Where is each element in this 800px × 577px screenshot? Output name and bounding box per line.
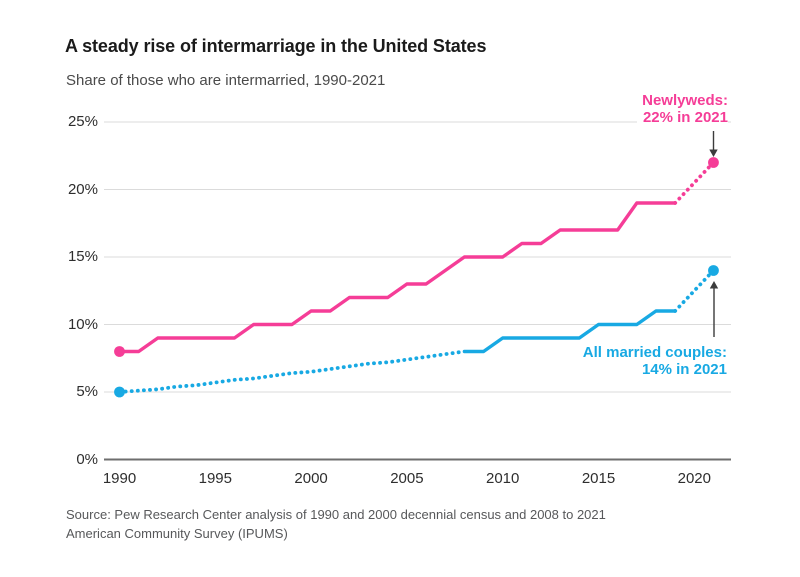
annotation-all-married-line2: 14% in 2021 — [641, 361, 727, 378]
x-tick-label: 2020 — [677, 470, 711, 487]
arrow-up-icon — [709, 281, 719, 337]
x-tick-label: 2015 — [581, 470, 616, 487]
annotation-all-married: All married couples: 14% in 2021 — [577, 344, 727, 378]
x-tick-label: 1995 — [198, 470, 232, 487]
chart-subtitle: Share of those who are intermarried, 199… — [66, 72, 386, 89]
y-tick-label: 15% — [67, 248, 98, 265]
y-tick-label: 25% — [67, 113, 98, 130]
endpoint-dots — [114, 157, 719, 398]
x-tick-label: 1990 — [102, 470, 137, 487]
chart-title: A steady rise of intermarriage in the Un… — [65, 36, 487, 56]
source-line1: Source: Pew Research Center analysis of … — [66, 507, 606, 522]
annotation-newlyweds: Newlyweds: 22% in 2021 — [637, 92, 728, 126]
arrow-down-icon — [709, 131, 718, 157]
data-series — [117, 160, 716, 394]
x-tick-label: 2000 — [294, 470, 328, 487]
annotation-newlyweds-line2: 22% in 2021 — [642, 109, 728, 126]
y-tick-label: 20% — [67, 180, 98, 198]
x-tick-label: 2010 — [486, 470, 520, 487]
x-tick-label: 2005 — [390, 470, 424, 487]
gridlines — [104, 121, 731, 461]
y-tick-label: 10% — [67, 315, 98, 333]
source-line2: American Community Survey (IPUMS) — [66, 526, 288, 541]
source-note: Source: Pew Research Center analysis of … — [66, 505, 606, 543]
annotation-newlyweds-line1: Newlyweds: — [642, 92, 728, 109]
y-tick-label: 0% — [76, 450, 98, 468]
annotation-all-married-line1: All married couples: — [582, 344, 727, 361]
y-tick-label: 5% — [76, 383, 98, 400]
